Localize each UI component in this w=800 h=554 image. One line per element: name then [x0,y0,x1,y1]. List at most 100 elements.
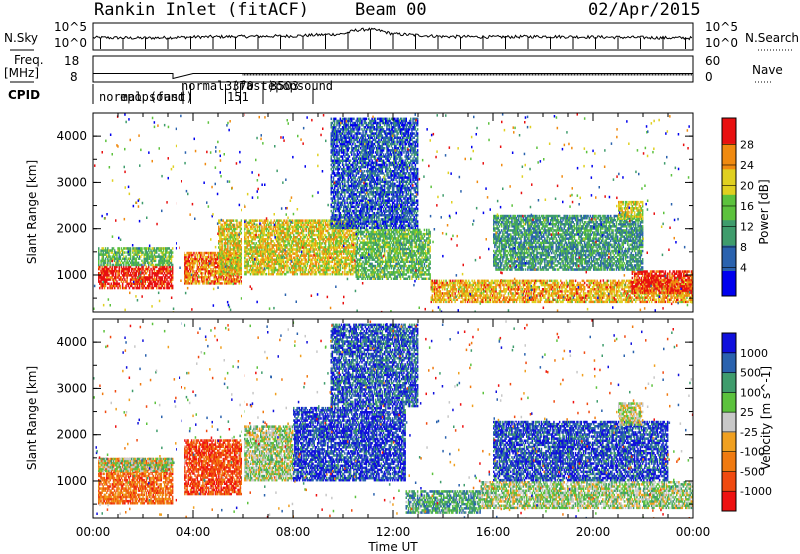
heat-cell [291,240,294,243]
heat-cell [222,252,224,255]
heat-cell [141,265,143,269]
heat-cell [154,265,157,269]
heat-cell [235,282,237,285]
heat-cell [326,240,328,243]
heat-cell [169,261,172,265]
heat-cell [229,268,231,272]
heat-cell [316,258,319,261]
heat-cell [215,253,218,257]
heat-cell [349,254,352,257]
heat-cell [272,264,274,268]
heat-cell [294,235,296,239]
heat-cell [340,272,343,276]
heat-cell [301,229,303,233]
heat-cell [120,278,123,281]
heat-cell [313,250,315,253]
heat-cell [328,231,330,235]
heat-cell [296,225,298,229]
heat-cell [307,244,310,247]
heat-cell [190,268,193,271]
heat-cell [156,272,158,275]
heat-cell [152,263,154,267]
heat-cell [107,286,109,290]
heat-cell [287,264,289,268]
heat-cell [238,248,240,251]
heat-cell [314,225,317,229]
heat-cell [144,267,147,271]
heat-cell [323,250,326,253]
heat-cell [268,264,270,268]
heat-cell [224,227,227,231]
heat-cell [253,242,255,245]
heat-cell [303,246,305,249]
heat-cell [158,255,160,258]
heat-cell [348,268,351,272]
heat-cell [210,264,212,267]
heat-cell [324,227,327,231]
heat-cell [226,280,228,283]
heat-cell [319,223,321,227]
heat-cell [231,268,234,272]
heat-cell [160,284,162,288]
heat-cell [320,264,322,268]
heat-cell [185,253,187,257]
heat-cell [307,233,310,237]
heat-cell [236,233,238,237]
heat-cell [209,251,211,255]
heat-cell [210,259,212,263]
heat-cell [161,267,164,271]
heat-cell [210,272,212,275]
heat-cell [133,253,135,256]
heat-cell [150,251,152,254]
heat-cell [160,267,162,271]
heat-cell [295,238,297,241]
heat-cell [217,266,219,269]
heat-cell [229,235,231,239]
heat-cell [138,269,141,273]
heat-cell [111,267,114,271]
heat-cell [268,268,270,272]
heat-cell [238,268,240,272]
heat-cell [294,238,296,241]
heat-cell [299,231,302,235]
heat-cell [302,227,304,231]
heat-cell [229,238,231,241]
heat-cell [195,272,197,275]
heat-cell [153,284,156,288]
heat-cell [229,258,231,261]
heat-cell [148,267,150,271]
heat-cell [326,268,328,272]
heat-cell [187,255,189,259]
heat-cell [283,262,286,266]
heat-cell [201,262,203,265]
heat-cell [245,223,247,227]
heat-cell [335,246,337,249]
heat-cell [109,286,111,290]
heat-cell [203,282,205,285]
heat-cell [343,229,345,233]
heat-cell [288,233,290,237]
heat-cell [205,259,208,263]
heat-cell [214,270,217,273]
heat-cell [274,268,277,272]
heat-cell [262,272,264,276]
heat-cell [280,244,282,247]
heat-cell [206,255,209,259]
heat-cell [279,266,281,270]
heat-cell [169,257,172,260]
heat-cell [239,240,242,243]
heat-cell [310,223,312,227]
heat-cell [379,243,381,246]
heat-cell [264,240,267,243]
heat-cell [298,258,301,261]
heat-cell [304,272,306,276]
heat-cell [254,248,256,251]
heat-cell [238,258,240,261]
heat-cell [260,268,262,272]
heat-cell [128,286,131,290]
heat-cell [226,272,228,276]
heat-cell [218,270,220,274]
heat-cell [211,272,213,275]
heat-cell [222,272,224,276]
heat-cell [144,261,147,265]
